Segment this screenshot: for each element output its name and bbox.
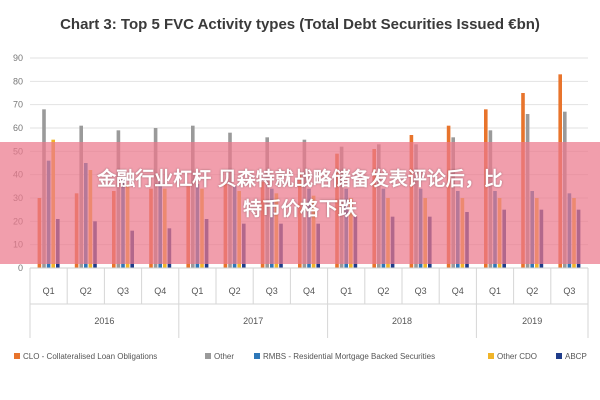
x-tick-label: Q1 (340, 286, 352, 296)
legend-label: Other (214, 352, 234, 361)
x-tick-label: Q1 (489, 286, 501, 296)
legend-swatch (205, 353, 211, 359)
legend-label: CLO - Collateralised Loan Obligations (23, 352, 157, 361)
x-tick-label: Q2 (526, 286, 538, 296)
y-tick-label: 90 (13, 53, 23, 63)
overlay-headline: 金融行业杠杆 贝森特就战略储备发表评论后，比 特币价格下跌 (0, 164, 600, 224)
x-tick-label: Q1 (191, 286, 203, 296)
x-tick-label: Q3 (415, 286, 427, 296)
y-tick-label: 0 (18, 263, 23, 273)
x-tick-label: Q4 (154, 286, 166, 296)
year-label: 2016 (94, 316, 114, 326)
legend-swatch (14, 353, 20, 359)
y-tick-label: 80 (13, 76, 23, 86)
x-tick-label: Q4 (303, 286, 315, 296)
x-axis: Q1 Q2 Q3 Q4 Q1 Q2 Q3 Q4 Q1 Q2 Q3 Q4 Q1 Q2 Q3 2016 2017 20… (29, 267, 589, 338)
year-label: 2018 (392, 316, 412, 326)
x-tick-label: Q3 (117, 286, 129, 296)
year-label: 2019 (522, 316, 542, 326)
legend-label: ABCP (565, 352, 587, 361)
y-tick-label: 70 (13, 100, 23, 110)
x-tick-label: Q4 (452, 286, 464, 296)
chart-title: Chart 3: Top 5 FVC Activity types (Total… (60, 16, 540, 33)
legend-label: RMBS - Residential Mortgage Backed Secur… (263, 352, 435, 361)
overlay-headline-line-1: 金融行业杠杆 贝森特就战略储备发表评论后，比 (97, 168, 503, 190)
legend-swatch (556, 353, 562, 359)
x-tick-label: Q3 (563, 286, 575, 296)
legend-label: Other CDO (497, 352, 537, 361)
legend-swatch (488, 353, 494, 359)
x-tick-label: Q1 (43, 286, 55, 296)
x-tick-label: Q2 (229, 286, 241, 296)
news-overlay-banner (0, 142, 600, 264)
x-tick-label: Q2 (377, 286, 389, 296)
x-tick-label: Q2 (80, 286, 92, 296)
x-tick-label: Q3 (266, 286, 278, 296)
year-label: 2017 (243, 316, 263, 326)
overlay-headline-line-2: 特币价格下跌 (242, 198, 357, 220)
legend: CLO - Collateralised Loan Obligations Oth… (14, 352, 587, 361)
y-tick-label: 60 (13, 123, 23, 133)
legend-swatch (254, 353, 260, 359)
